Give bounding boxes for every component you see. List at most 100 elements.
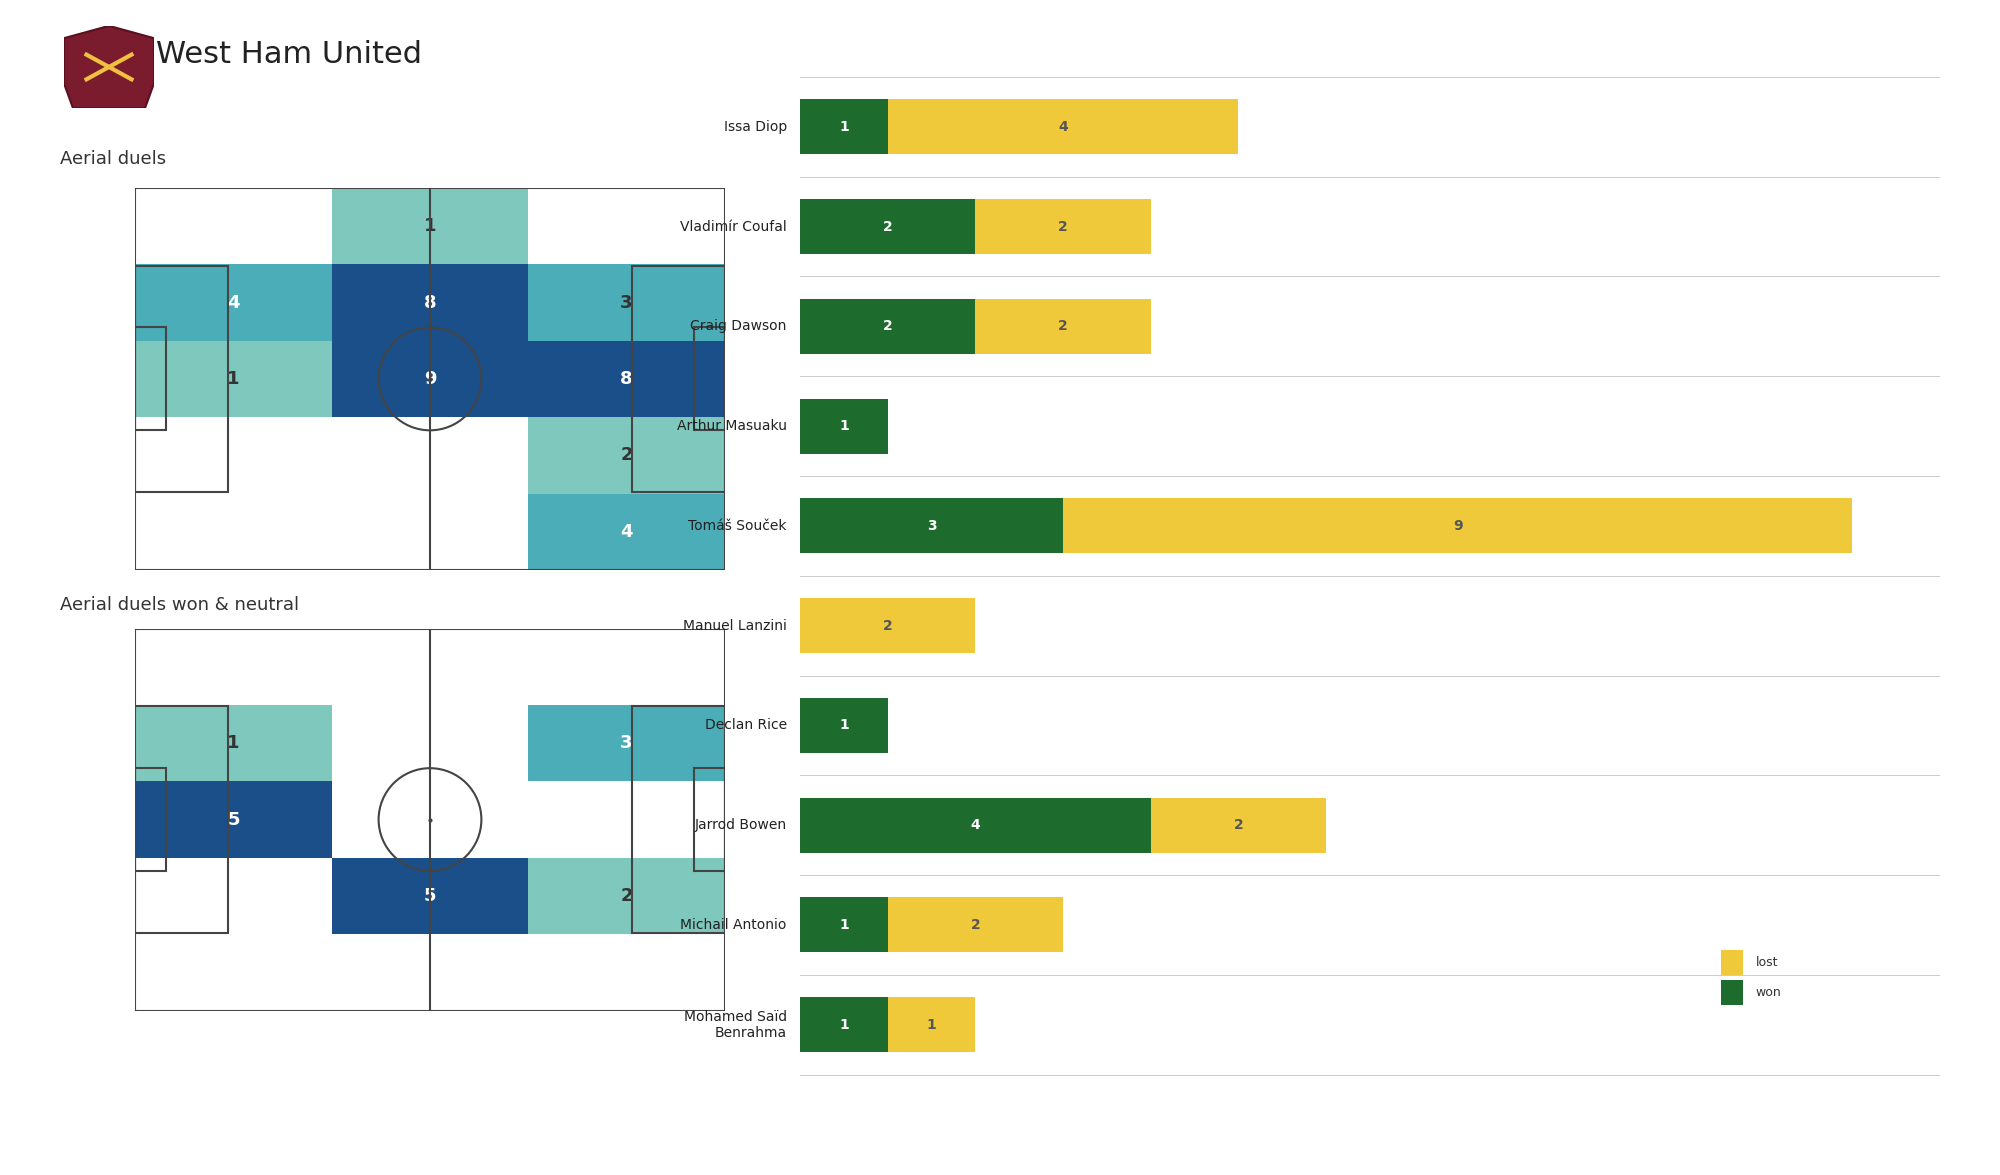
Text: 2: 2 xyxy=(620,887,632,905)
Bar xyxy=(694,768,724,871)
Bar xyxy=(332,494,528,570)
Bar xyxy=(528,188,724,264)
Bar xyxy=(800,298,976,354)
Bar xyxy=(332,858,528,934)
Bar xyxy=(332,781,528,858)
Text: 2: 2 xyxy=(970,918,980,932)
Text: 1: 1 xyxy=(926,1018,936,1032)
Bar xyxy=(800,398,888,454)
Text: 2: 2 xyxy=(882,618,892,632)
Bar xyxy=(332,264,528,341)
Bar xyxy=(528,705,724,781)
Bar xyxy=(332,705,528,781)
Bar xyxy=(800,898,888,953)
Text: 4: 4 xyxy=(970,818,980,832)
Bar xyxy=(800,199,976,254)
Text: 4: 4 xyxy=(620,523,632,540)
Bar xyxy=(1720,980,1742,1005)
Bar xyxy=(694,328,724,430)
Bar xyxy=(136,706,228,933)
Bar xyxy=(528,934,724,1010)
Bar xyxy=(136,266,228,492)
Bar xyxy=(528,341,724,417)
Bar xyxy=(136,341,332,417)
Text: 1: 1 xyxy=(838,419,848,434)
Bar xyxy=(136,188,332,264)
Bar xyxy=(1064,498,1852,553)
Text: Tomáš Souček: Tomáš Souček xyxy=(688,519,786,533)
Bar xyxy=(1720,949,1742,975)
Text: West Ham United: West Ham United xyxy=(156,40,422,68)
Bar xyxy=(888,100,1238,154)
Bar xyxy=(136,494,332,570)
Text: 5: 5 xyxy=(424,887,436,905)
Text: 1: 1 xyxy=(838,120,848,134)
Text: 2: 2 xyxy=(882,220,892,234)
Bar xyxy=(136,768,166,871)
Text: won: won xyxy=(1756,986,1782,999)
Bar xyxy=(888,998,976,1052)
Text: Manuel Lanzini: Manuel Lanzini xyxy=(682,618,786,632)
Text: 1: 1 xyxy=(228,370,240,388)
Text: 4: 4 xyxy=(228,294,240,311)
Bar xyxy=(800,998,888,1052)
Text: 2: 2 xyxy=(1058,220,1068,234)
Bar xyxy=(528,629,724,705)
Bar xyxy=(976,199,1150,254)
Text: 9: 9 xyxy=(424,370,436,388)
Bar xyxy=(632,266,724,492)
Text: 8: 8 xyxy=(620,370,632,388)
Text: Jarrod Bowen: Jarrod Bowen xyxy=(694,818,786,832)
Text: 1: 1 xyxy=(838,918,848,932)
Bar xyxy=(528,858,724,934)
Bar xyxy=(528,417,724,494)
Bar xyxy=(136,934,332,1010)
Bar xyxy=(1150,798,1326,853)
Text: Craig Dawson: Craig Dawson xyxy=(690,320,786,334)
Text: Aerial duels won & neutral: Aerial duels won & neutral xyxy=(60,596,300,615)
Text: Mohamed Saïd
Benrahma: Mohamed Saïd Benrahma xyxy=(684,1009,786,1040)
Bar xyxy=(332,417,528,494)
Text: Aerial duels: Aerial duels xyxy=(60,149,166,168)
Bar xyxy=(528,264,724,341)
Bar xyxy=(332,629,528,705)
Text: 4: 4 xyxy=(1058,120,1068,134)
Bar xyxy=(528,494,724,570)
Bar xyxy=(332,188,528,264)
Text: 1: 1 xyxy=(424,217,436,235)
Bar xyxy=(800,698,888,753)
Text: Michail Antonio: Michail Antonio xyxy=(680,918,786,932)
Text: Issa Diop: Issa Diop xyxy=(724,120,786,134)
Text: 2: 2 xyxy=(882,320,892,334)
Bar xyxy=(136,705,332,781)
Text: 1: 1 xyxy=(228,734,240,752)
Text: 1: 1 xyxy=(838,1018,848,1032)
Text: Arthur Masuaku: Arthur Masuaku xyxy=(676,419,786,434)
Bar xyxy=(888,898,1064,953)
Text: 8: 8 xyxy=(424,294,436,311)
Text: Declan Rice: Declan Rice xyxy=(704,718,786,732)
Bar xyxy=(800,100,888,154)
Text: 2: 2 xyxy=(620,446,632,464)
Bar xyxy=(800,798,1150,853)
Bar xyxy=(136,417,332,494)
Bar xyxy=(136,328,166,430)
Text: 3: 3 xyxy=(620,294,632,311)
Bar xyxy=(136,781,332,858)
Text: 2: 2 xyxy=(1058,320,1068,334)
Bar xyxy=(332,934,528,1010)
Text: lost: lost xyxy=(1756,955,1778,969)
Bar xyxy=(632,706,724,933)
Text: 3: 3 xyxy=(926,519,936,533)
Text: Vladimír Coufal: Vladimír Coufal xyxy=(680,220,786,234)
Bar xyxy=(976,298,1150,354)
Bar xyxy=(528,781,724,858)
Text: 5: 5 xyxy=(228,811,240,828)
Bar xyxy=(136,629,332,705)
Bar xyxy=(332,341,528,417)
Polygon shape xyxy=(64,26,154,108)
Bar xyxy=(800,598,976,653)
Bar xyxy=(136,264,332,341)
Text: 1: 1 xyxy=(838,718,848,732)
Bar xyxy=(136,858,332,934)
